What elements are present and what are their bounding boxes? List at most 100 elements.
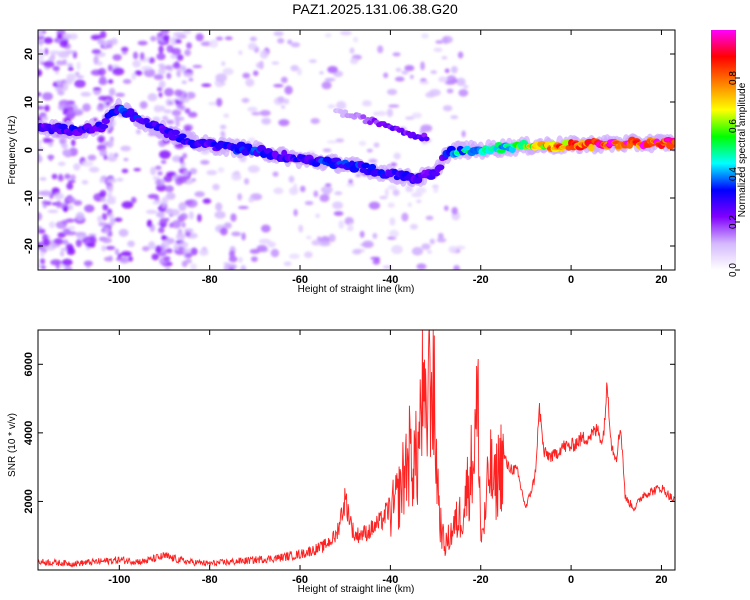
noise-blob (433, 186, 439, 193)
noise-blob (98, 67, 106, 76)
noise-blob (318, 241, 331, 247)
noise-blob (433, 47, 443, 53)
noise-blob (171, 109, 182, 117)
noise-blob (451, 207, 458, 215)
noise-blob (38, 40, 45, 45)
noise-blob (392, 189, 400, 196)
ridge-mark (368, 163, 377, 171)
noise-blob (119, 256, 130, 264)
snr-y-tick-label: 4000 (23, 421, 35, 445)
noise-blob (128, 256, 134, 262)
noise-blob (105, 245, 116, 251)
noise-blob (97, 39, 105, 45)
noise-blob (215, 73, 227, 83)
noise-blob (166, 119, 175, 125)
noise-blob (59, 137, 67, 144)
noise-blob (130, 196, 137, 204)
noise-blob (102, 203, 109, 211)
noise-blob (66, 197, 76, 202)
noise-blob (96, 104, 105, 112)
upper-branch-mark (423, 136, 430, 142)
noise-blob (38, 139, 42, 144)
noise-blob (102, 237, 112, 244)
noise-blob (202, 198, 212, 204)
snr-x-tick-label: -60 (292, 574, 308, 586)
noise-blob (38, 143, 42, 147)
spectrogram-x-tick-label: -100 (108, 274, 130, 286)
noise-blob (91, 49, 102, 55)
noise-blob (245, 78, 255, 87)
noise-blob (99, 148, 107, 157)
noise-blob (108, 139, 114, 148)
ridge-mark (98, 123, 109, 130)
noise-blob (162, 115, 169, 122)
noise-blob (436, 237, 447, 243)
noise-blob (453, 265, 461, 270)
noise-blob (267, 241, 276, 248)
snr-frame (37, 329, 676, 571)
noise-blob (335, 100, 347, 110)
ridge-mark (178, 133, 187, 139)
noise-blob (163, 256, 171, 262)
noise-blob (66, 62, 74, 67)
spectrogram-marks (38, 30, 675, 270)
noise-blob (155, 165, 162, 170)
noise-blob (377, 45, 384, 54)
noise-blob (441, 56, 448, 60)
noise-blob (99, 189, 107, 198)
noise-blob (164, 65, 173, 71)
colorbar-tick-label: 0.0 (728, 263, 739, 277)
noise-blob (116, 177, 124, 182)
noise-blob (429, 238, 435, 245)
noise-blob (81, 179, 89, 185)
noise-blob (99, 177, 105, 184)
noise-blob (148, 57, 155, 64)
noise-blob (259, 109, 271, 117)
noise-blob (121, 51, 128, 55)
noise-blob (106, 198, 116, 205)
noise-blob (313, 190, 319, 198)
noise-blob (181, 222, 186, 228)
noise-blob (42, 92, 53, 101)
noise-blob (80, 91, 92, 97)
noise-blob (248, 197, 254, 203)
noise-blob (76, 61, 81, 70)
ridge-mark (101, 117, 110, 125)
noise-blob (51, 173, 58, 180)
noise-blob (421, 33, 429, 39)
noise-blob (108, 87, 116, 96)
noise-blob (186, 42, 192, 50)
noise-blob (107, 185, 114, 193)
noise-blob (184, 49, 191, 57)
noise-blob (120, 145, 132, 152)
noise-blob (230, 213, 237, 222)
noise-blob (382, 265, 393, 269)
noise-blob (139, 101, 148, 109)
noise-blob (192, 64, 203, 69)
noise-blob (200, 159, 210, 165)
noise-blob (241, 98, 250, 103)
noise-blob (215, 36, 224, 41)
noise-blob (147, 93, 158, 102)
noise-blob (161, 234, 167, 241)
noise-blob (368, 201, 381, 210)
noise-blob (38, 69, 43, 77)
noise-blob (387, 184, 397, 190)
noise-blob (92, 87, 102, 91)
spectrogram-x-tick-label: 20 (655, 274, 667, 286)
noise-blob (164, 185, 174, 193)
noise-blob (177, 102, 183, 108)
colorbar: 0.0 0.2 0.4 0.6 0.8 Normalized spectral ampl… (711, 30, 748, 277)
noise-blob (38, 263, 42, 269)
noise-blob (391, 245, 403, 254)
noise-blob (98, 95, 107, 101)
noise-blob (74, 79, 86, 88)
noise-blob (50, 259, 62, 266)
noise-blob (121, 168, 129, 174)
noise-blob (273, 31, 284, 37)
noise-blob (206, 169, 218, 176)
noise-blob (158, 227, 165, 234)
noise-blob (171, 220, 182, 229)
noise-blob (39, 177, 47, 181)
noise-blob (165, 192, 176, 200)
